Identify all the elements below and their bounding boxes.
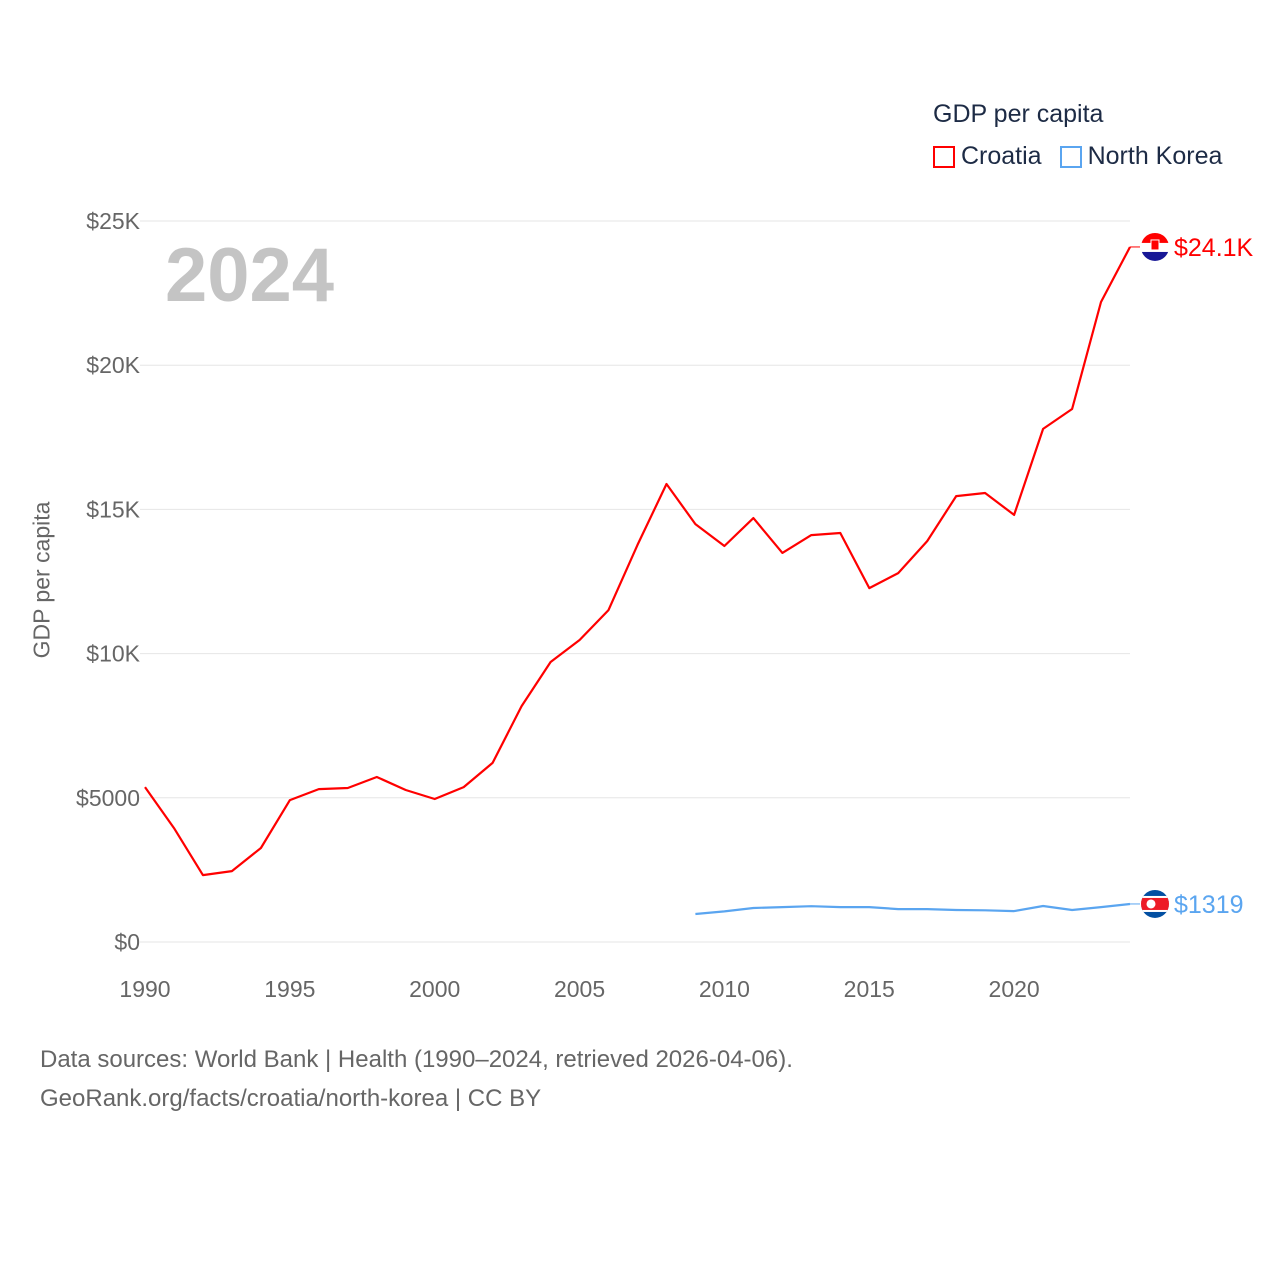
legend-item-north-korea[interactable]: North Korea: [1059, 142, 1223, 171]
source-line-1: Data sources: World Bank | Health (1990–…: [40, 1046, 793, 1073]
legend-title: GDP per capita: [933, 100, 1104, 128]
y-tick-label: $15K: [86, 496, 140, 522]
legend-label: Croatia: [961, 142, 1042, 170]
legend-label: North Korea: [1087, 142, 1223, 170]
y-tick-label: $20K: [86, 352, 140, 378]
legend-swatch-north-korea: [1059, 145, 1082, 168]
y-tick-label: $25K: [86, 208, 140, 234]
legend-item-croatia[interactable]: Croatia: [933, 142, 1042, 171]
y-tick-label: $0: [114, 929, 140, 955]
x-tick-label: 2020: [989, 976, 1040, 1002]
end-value-label: $24.1K: [1174, 234, 1254, 262]
x-tick-label: 2005: [554, 976, 605, 1002]
north-korea-flag-icon: [1141, 889, 1169, 918]
x-tick-label: 2010: [699, 976, 750, 1002]
x-tick-label: 1990: [119, 976, 170, 1002]
source-line-2[interactable]: GeoRank.org/facts/croatia/north-korea | …: [40, 1085, 542, 1112]
x-tick-label: 2015: [844, 976, 895, 1002]
legend-swatch-croatia: [933, 145, 955, 168]
y-tick-label: $10K: [86, 641, 140, 667]
end-value-label: $1319: [1174, 891, 1244, 919]
chart-title-year: 2024: [165, 233, 335, 318]
croatia-flag-icon: [1141, 232, 1169, 261]
series-line-north-korea: [695, 902, 1131, 916]
legend: Croatia North Korea: [933, 142, 1222, 171]
y-axis-label: GDP per capita: [28, 501, 55, 659]
x-tick-label: 1995: [264, 976, 315, 1002]
y-tick-label: $5000: [76, 785, 140, 811]
x-tick-label: 2000: [409, 976, 460, 1002]
series-line-croatia: [144, 246, 1131, 877]
